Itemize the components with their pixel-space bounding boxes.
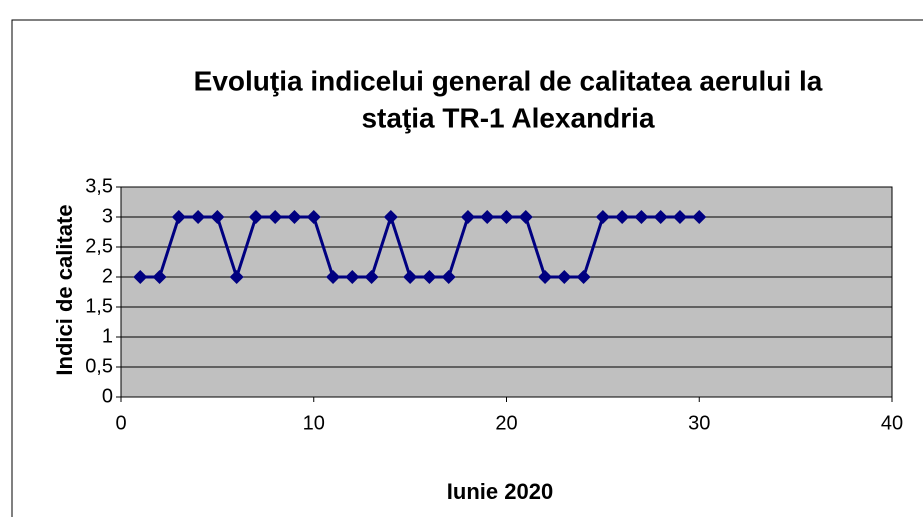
y-tick-label: 0,5	[85, 355, 113, 377]
data-point	[152, 270, 167, 284]
data-point	[248, 210, 263, 224]
data-point	[692, 210, 707, 224]
data-point	[268, 210, 283, 224]
chart-title: Evoluţia indicelui general de calitatea …	[194, 65, 823, 96]
data-point	[672, 210, 687, 224]
data-point	[191, 210, 206, 224]
y-axis-label: Indici de calitate	[52, 204, 77, 375]
y-tick-label: 2	[102, 265, 113, 287]
data-point	[460, 210, 475, 224]
data-point	[422, 270, 437, 284]
x-tick-label: 40	[881, 412, 903, 434]
data-point	[518, 210, 533, 224]
data-point	[557, 270, 572, 284]
chart-title: staţia TR-1 Alexandria	[361, 102, 654, 133]
data-point	[499, 210, 514, 224]
x-tick-label: 20	[495, 412, 517, 434]
data-point	[634, 210, 649, 224]
data-point	[538, 270, 553, 284]
data-point	[653, 210, 668, 224]
data-point	[576, 270, 591, 284]
y-tick-label: 3	[102, 205, 113, 227]
data-point	[480, 210, 495, 224]
y-tick-label: 2,5	[85, 235, 113, 257]
data-point	[287, 210, 302, 224]
y-tick-label: 1,5	[85, 295, 113, 317]
y-tick-label: 0	[102, 385, 113, 407]
data-point	[229, 270, 244, 284]
data-point	[595, 210, 610, 224]
data-point	[133, 270, 148, 284]
data-point	[326, 270, 341, 284]
data-point	[403, 270, 418, 284]
data-point	[171, 210, 186, 224]
data-point	[345, 270, 360, 284]
data-point	[364, 270, 379, 284]
x-tick-label: 10	[303, 412, 325, 434]
data-point	[210, 210, 225, 224]
data-point	[441, 270, 456, 284]
y-tick-label: 1	[102, 325, 113, 347]
data-point	[615, 210, 630, 224]
y-tick-label: 3,5	[85, 175, 113, 197]
x-tick-label: 30	[688, 412, 710, 434]
data-point	[383, 210, 398, 224]
x-tick-label: 0	[115, 412, 126, 434]
x-axis-label: Iunie 2020	[447, 479, 553, 504]
data-point	[306, 210, 321, 224]
